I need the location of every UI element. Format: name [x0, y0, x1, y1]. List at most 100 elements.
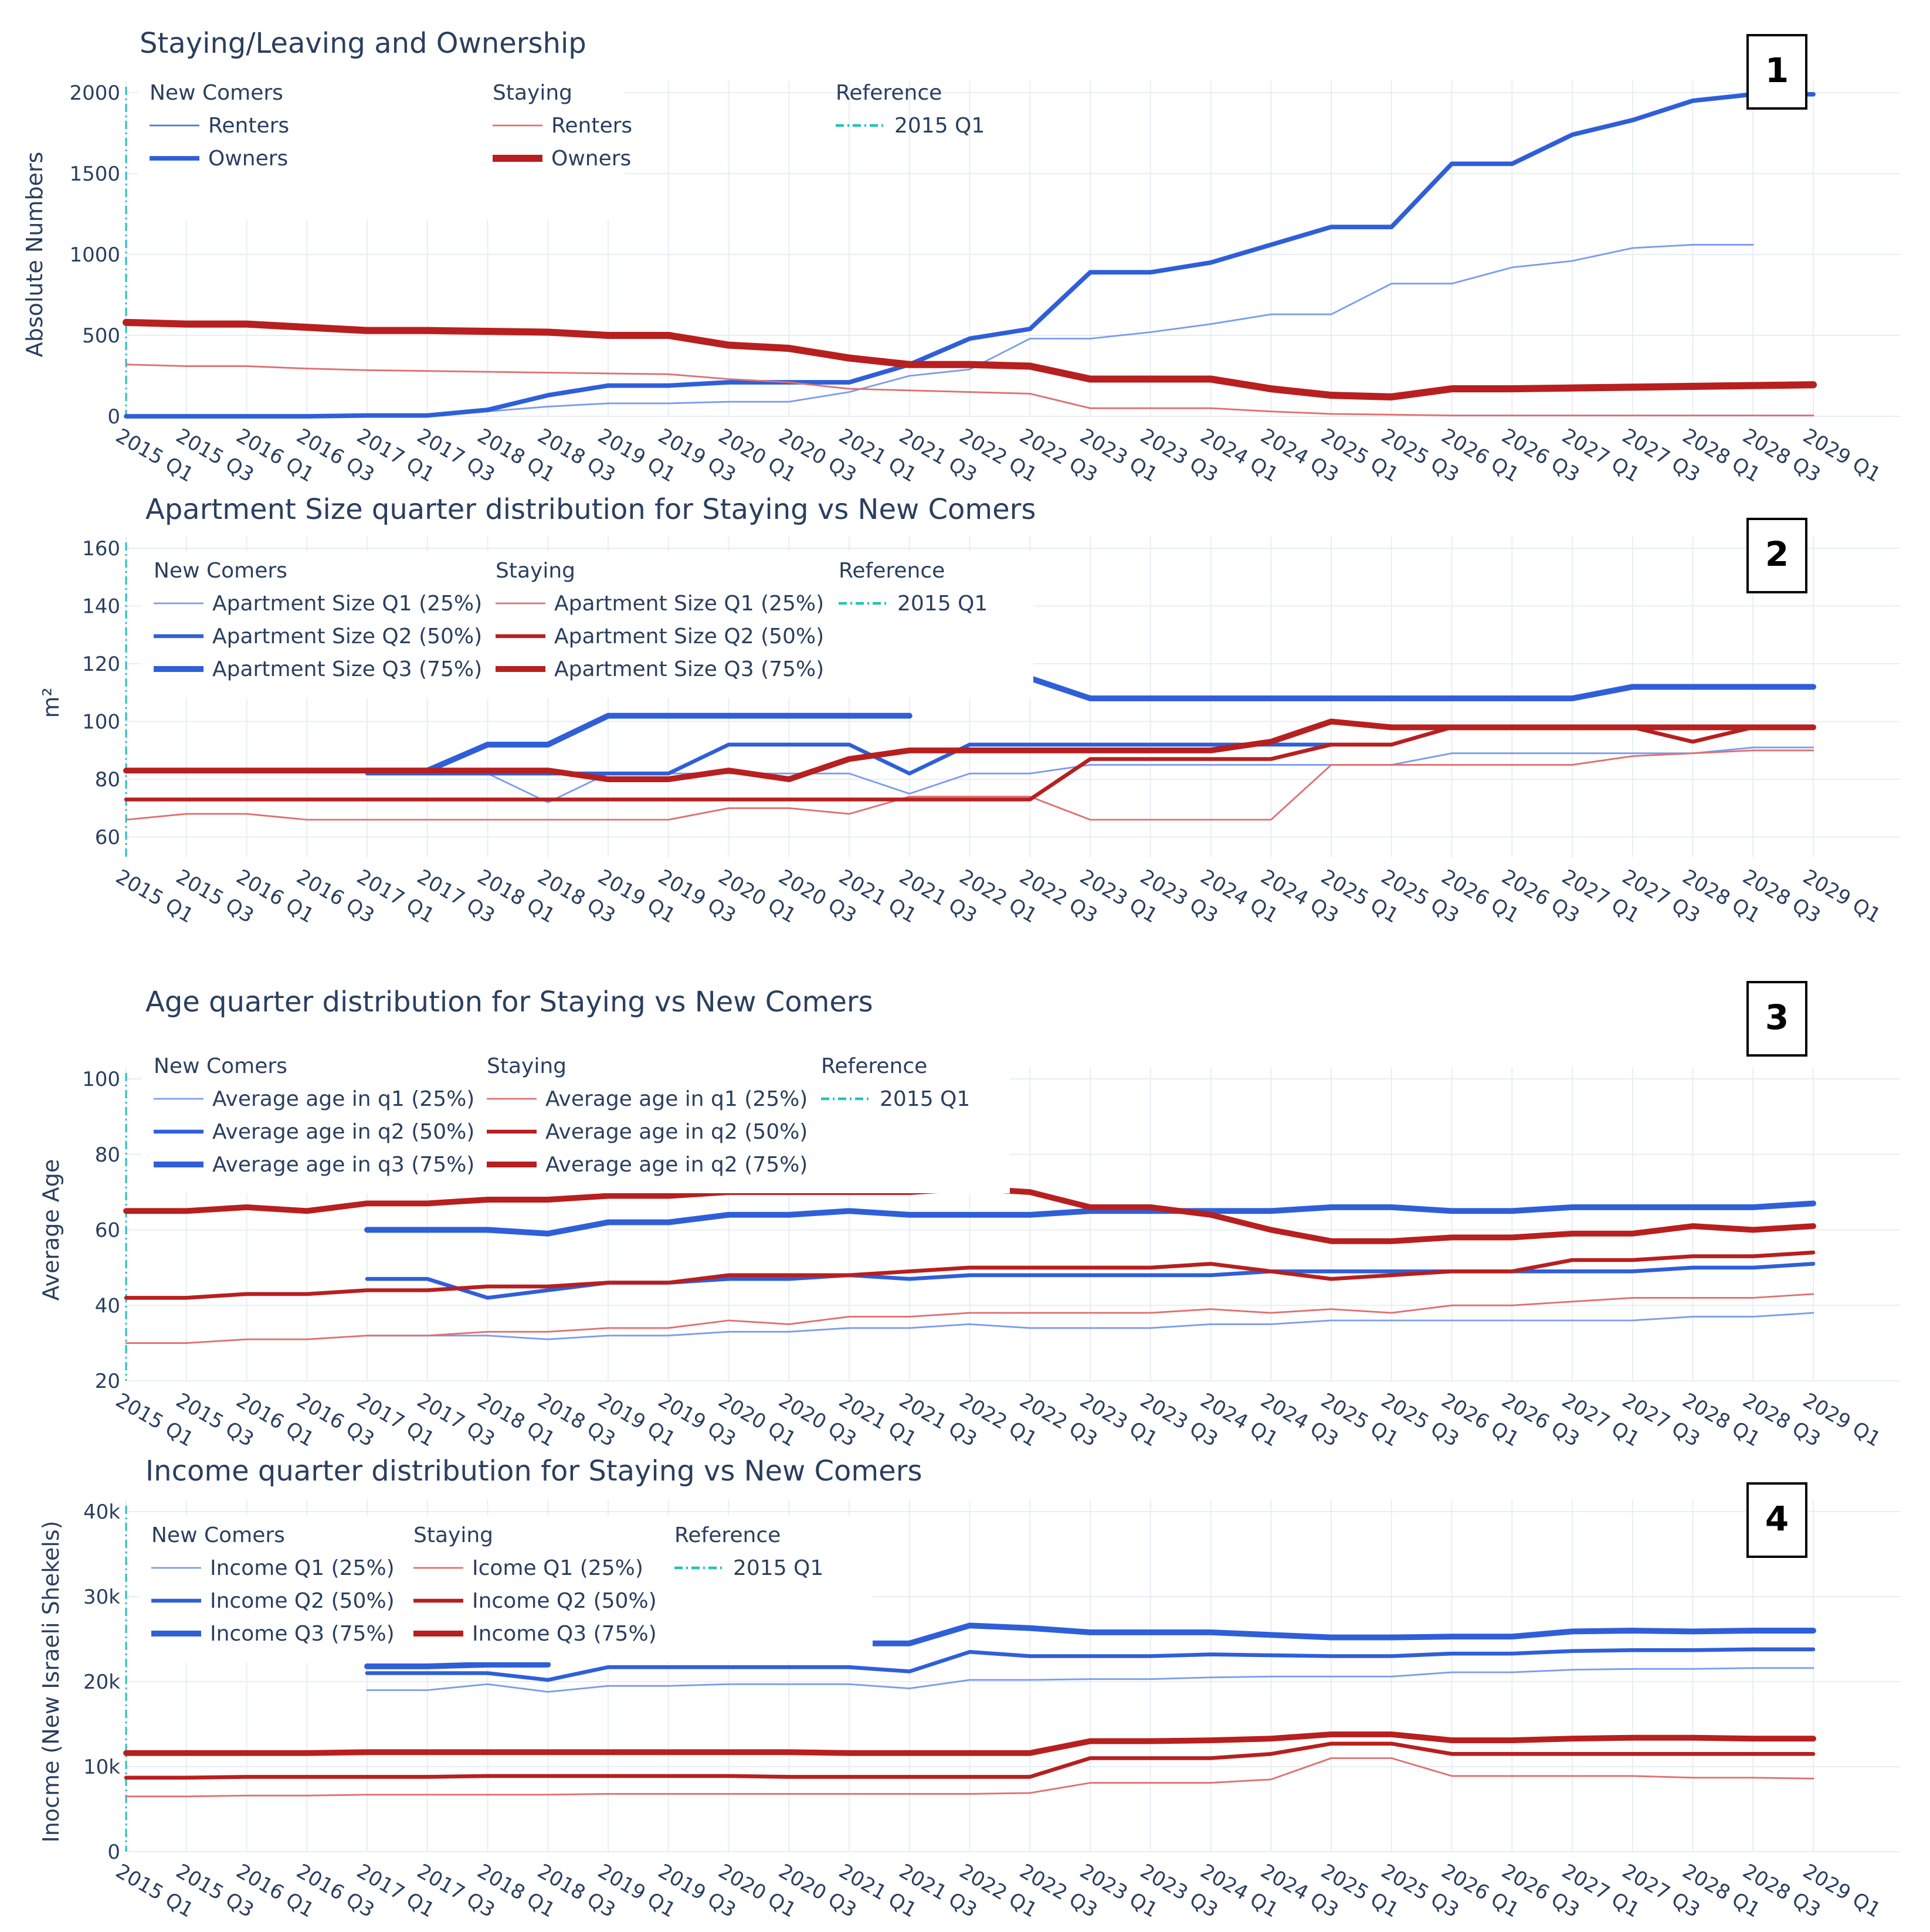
legend: New Comers Renters Owners Staying Renters Own…	[138, 73, 985, 220]
legend-group-title: Reference	[839, 559, 945, 583]
chart-title: Apartment Size quarter distribution for …	[145, 493, 1036, 526]
legend-entry-label: Apartment Size Q1 (25%)	[212, 592, 482, 616]
y-tick-label: 60	[95, 826, 120, 850]
panel-number-box	[1746, 981, 1807, 1057]
series-line	[364, 1200, 1816, 1237]
legend-entry-label: Owners	[551, 147, 631, 171]
series-line	[364, 1622, 1816, 1669]
series-line	[125, 364, 1814, 417]
y-tick-label: 500	[82, 324, 120, 348]
y-tick-label: 1500	[69, 162, 120, 186]
legend-group-title: Staying	[493, 81, 572, 105]
y-tick-label: 30k	[83, 1585, 120, 1609]
y-tick-label: 40k	[83, 1500, 120, 1524]
legend-entry-label: Apartment Size Q3 (75%)	[554, 657, 824, 681]
panel-number-label: 1	[1765, 50, 1789, 90]
legend-entry-label: 2015 Q1	[733, 1556, 823, 1580]
y-tick-label: 160	[82, 537, 120, 561]
y-tick-label: 10k	[83, 1756, 120, 1779]
chart-title: Income quarter distribution for Staying …	[145, 1455, 922, 1488]
legend-entry-label: Average age in q1 (25%)	[545, 1087, 808, 1111]
panel-number-label: 2	[1765, 534, 1789, 574]
legend-entry-label: Owners	[208, 147, 288, 171]
y-axis-label: Average Age	[38, 1159, 64, 1301]
legend-group-title: New Comers	[154, 559, 287, 583]
series-line	[366, 1312, 1814, 1340]
series-line	[125, 1293, 1814, 1344]
series-line	[124, 91, 1816, 419]
legend-entry-label: 2015 Q1	[880, 1087, 970, 1111]
legend-group-title: Staying	[413, 1523, 493, 1547]
y-tick-label: 2000	[69, 82, 120, 105]
legend-group-title: New Comers	[154, 1054, 287, 1078]
legend: New Comers Income Q1 (25%) Income Q2 (50%)…	[140, 1516, 873, 1662]
y-tick-label: 40	[95, 1294, 120, 1318]
legend-entry-label: Income Q3 (75%)	[472, 1622, 657, 1646]
legend-entry-label: Apartment Size Q2 (50%)	[212, 624, 482, 648]
y-axis-label: Inocme (New Israeli Shekels)	[38, 1521, 64, 1843]
legend: New Comers Average age in q1 (25%) Average…	[142, 1047, 1010, 1193]
y-tick-label: 0	[107, 405, 120, 429]
legend-entry-label: Icome Q1 (25%)	[472, 1556, 643, 1580]
y-tick-label: 80	[95, 1143, 120, 1167]
y-tick-label: 80	[95, 768, 120, 792]
legend-entry-label: Average age in q3 (75%)	[212, 1153, 474, 1177]
y-tick-label: 60	[95, 1219, 120, 1242]
y-tick-label: 100	[82, 1068, 120, 1091]
y-tick-label: 120	[82, 653, 120, 676]
legend-entry-label: Average age in q2 (50%)	[212, 1120, 474, 1144]
legend-entry-label: Income Q2 (50%)	[210, 1589, 395, 1613]
y-tick-label: 20k	[83, 1670, 120, 1694]
legend-group-title: Reference	[836, 81, 942, 105]
legend-background	[142, 551, 1033, 698]
panel-number-label: 3	[1765, 997, 1789, 1037]
legend-group-title: Reference	[821, 1054, 927, 1078]
series-line	[365, 1647, 1816, 1682]
legend-entry-label: Income Q2 (50%)	[472, 1589, 657, 1613]
legend-entry-label: Average age in q2 (50%)	[545, 1120, 808, 1144]
series-line	[125, 749, 1814, 821]
chart-title: Age quarter distribution for Staying vs …	[145, 986, 873, 1018]
legend-group-title: Staying	[487, 1054, 567, 1078]
y-tick-label: 100	[82, 711, 120, 734]
y-tick-label: 20	[95, 1370, 120, 1393]
y-axis-label: Absolute Numbers	[22, 152, 48, 358]
legend-entry-label: Renters	[208, 114, 289, 138]
legend-entry-label: Apartment Size Q2 (50%)	[554, 624, 824, 648]
panel-number-box	[1746, 1482, 1807, 1558]
legend-entry-label: Average age in q1 (25%)	[212, 1087, 474, 1111]
series-line	[366, 1667, 1814, 1693]
series-line	[125, 1757, 1814, 1798]
chart-title: Staying/Leaving and Ownership	[140, 27, 586, 60]
legend-entry-label: Average age in q2 (75%)	[545, 1153, 808, 1177]
legend-background	[142, 1047, 1010, 1193]
series-line	[124, 1250, 1816, 1300]
legend-entry-label: Renters	[551, 114, 632, 138]
legend-background	[140, 1516, 873, 1662]
legend-group-title: Staying	[496, 559, 575, 583]
legend-entry-label: Apartment Size Q1 (25%)	[554, 592, 824, 616]
series-line	[123, 718, 1816, 782]
panel-number-label: 4	[1765, 1499, 1789, 1539]
series-line	[122, 318, 1817, 400]
legend-entry-label: Apartment Size Q3 (75%)	[212, 657, 482, 681]
legend-entry-label: 2015 Q1	[897, 592, 988, 616]
series-line	[365, 742, 1334, 776]
y-axis-label: m²	[38, 687, 64, 718]
legend-group-title: Reference	[674, 1523, 781, 1547]
panel-number-box	[1746, 518, 1807, 593]
legend-entry-label: 2015 Q1	[894, 114, 985, 138]
series-line	[364, 675, 1816, 774]
y-tick-label: 0	[107, 1841, 120, 1864]
y-tick-label: 140	[82, 595, 120, 619]
legend-group-title: New Comers	[151, 1523, 285, 1547]
series-line	[123, 1731, 1816, 1756]
legend: New Comers Apartment Size Q1 (25%) Apartme…	[142, 551, 1033, 698]
y-tick-label: 1000	[69, 243, 120, 267]
panel-number-box	[1746, 34, 1807, 110]
